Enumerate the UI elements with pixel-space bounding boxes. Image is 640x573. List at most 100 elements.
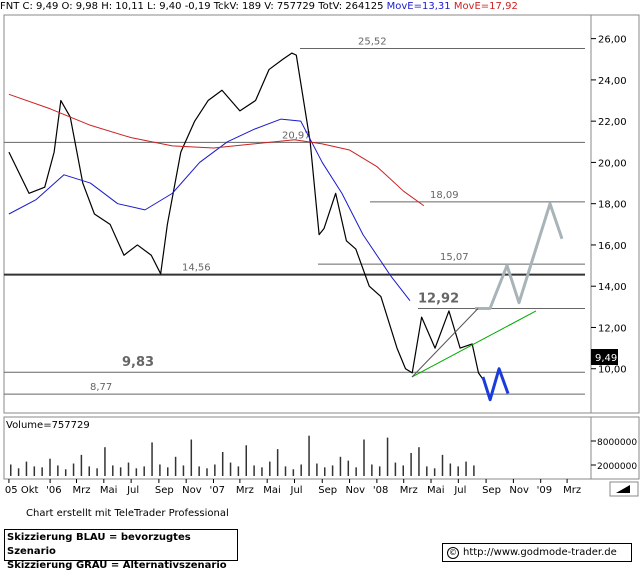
volume-axis-panel <box>590 416 640 480</box>
scenario-legend: Skizzierung BLAU = bevorzugtes Szenario … <box>4 529 238 571</box>
volume-bar <box>41 467 43 476</box>
volume-bar <box>449 463 452 476</box>
y-tick-label: 22,00 <box>598 117 627 128</box>
x-tick-label: Mrz <box>563 485 581 496</box>
volume-bar <box>418 447 420 476</box>
chart-credit: Chart erstellt mit TeleTrader Profession… <box>26 508 229 519</box>
x-tick-label: Nov <box>509 485 529 496</box>
volume-bar <box>261 467 263 476</box>
volume-bar <box>316 463 318 476</box>
x-tick-label: Mai <box>100 485 118 496</box>
level-label: 9,83 <box>122 355 154 370</box>
volume-bar <box>190 439 193 476</box>
low-value: L: 9,40 <box>147 1 182 12</box>
level-label: 14,56 <box>182 263 211 274</box>
close-value: C: 9,49 <box>22 1 59 12</box>
level-label: 18,09 <box>430 190 459 201</box>
volume-bar <box>198 466 200 476</box>
volume-bar <box>276 449 279 476</box>
change-value: -0,19 <box>184 1 211 12</box>
volume-bar <box>308 435 310 476</box>
volume-bar <box>457 466 459 476</box>
volume-value: V: 757729 <box>264 1 316 12</box>
total-volume: TotV: 264125 <box>318 1 384 12</box>
volume-bar <box>151 442 153 476</box>
volume-panel <box>3 416 592 480</box>
volume-bar <box>64 469 67 476</box>
volume-bar <box>269 461 271 476</box>
x-tick-label: Sep <box>318 485 337 496</box>
volume-bar <box>292 469 295 476</box>
volume-bar <box>394 462 397 476</box>
y-tick-label: 16,00 <box>598 241 627 252</box>
trend-line <box>411 310 537 378</box>
volume-bar <box>331 465 334 476</box>
volume-bar <box>465 461 467 476</box>
scenario_grey-line <box>475 202 564 310</box>
ma_long-line <box>8 93 425 207</box>
y-tick-label: 14,00 <box>598 282 627 293</box>
y-tick-label: 24,00 <box>598 76 627 87</box>
volume-bar <box>104 447 106 476</box>
symbol: FNT <box>0 1 20 12</box>
x-tick-label: Mrz <box>236 485 254 496</box>
legend-grey: Skizzierung GRAU = Alternativszenario <box>7 560 227 571</box>
volume-bar <box>371 464 373 476</box>
x-tick-label: 05 Okt <box>5 485 39 496</box>
price-line <box>8 52 484 380</box>
price-panel <box>3 14 592 414</box>
x-tick-label: '09 <box>537 485 552 496</box>
volume-bar <box>119 467 122 476</box>
level-label: 25,52 <box>358 37 387 48</box>
x-tick-label: Jul <box>453 485 466 496</box>
ma_short-line <box>8 118 411 301</box>
volume-bar <box>127 462 130 476</box>
volume-bar <box>473 465 475 476</box>
volume-bar <box>347 460 350 476</box>
level-label: 12,92 <box>418 291 459 306</box>
volume-bar <box>433 468 436 476</box>
source-url: http://www.godmode-trader.de <box>463 547 617 558</box>
volume-bar <box>402 465 404 476</box>
volume-bar <box>174 456 177 476</box>
volume-bar <box>88 466 90 476</box>
volume-bar <box>355 467 357 476</box>
y-tick-label: 12,00 <box>598 323 627 334</box>
volume-bar <box>324 467 326 476</box>
y-tick-label: 20,00 <box>598 158 627 169</box>
volume-bar <box>25 461 28 476</box>
volume-bar <box>72 463 75 476</box>
volume-bar <box>57 465 59 476</box>
source-link[interactable]: © http://www.godmode-trader.de <box>442 543 632 562</box>
last-price-tag <box>591 349 618 365</box>
triangle-line <box>411 308 479 378</box>
volume-bar <box>214 464 216 476</box>
volume-bar <box>206 468 208 476</box>
volume-bar <box>135 468 138 476</box>
volume-bar <box>300 464 302 476</box>
x-tick-label: Jul <box>126 485 139 496</box>
volume-bar <box>284 466 287 476</box>
volume-bar <box>80 454 83 476</box>
ma-short-value: MovE=13,31 <box>386 1 451 12</box>
level-label: 8,77 <box>90 382 112 393</box>
volume-bar <box>143 466 145 476</box>
x-tick-label: Sep <box>482 485 501 496</box>
x-tick-label: '06 <box>46 485 61 496</box>
volume-bar <box>167 467 169 476</box>
scenario_blue-line <box>481 367 510 402</box>
ma-long-value: MovE=17,92 <box>453 1 518 12</box>
x-tick-label: Nov <box>182 485 202 496</box>
volume-bar <box>112 465 114 476</box>
volume-bar <box>386 437 389 476</box>
volume-bar <box>49 458 51 476</box>
y-tick-label: 18,00 <box>598 200 627 211</box>
volume-bar <box>237 466 240 476</box>
x-tick-label: Nov <box>346 485 366 496</box>
volume-bar <box>17 468 20 476</box>
x-tick-label: '07 <box>209 485 224 496</box>
x-tick-label: Mrz <box>73 485 91 496</box>
volume-bar <box>378 466 381 476</box>
y-tick-label: 26,00 <box>598 35 627 46</box>
volume-bar <box>96 468 98 476</box>
